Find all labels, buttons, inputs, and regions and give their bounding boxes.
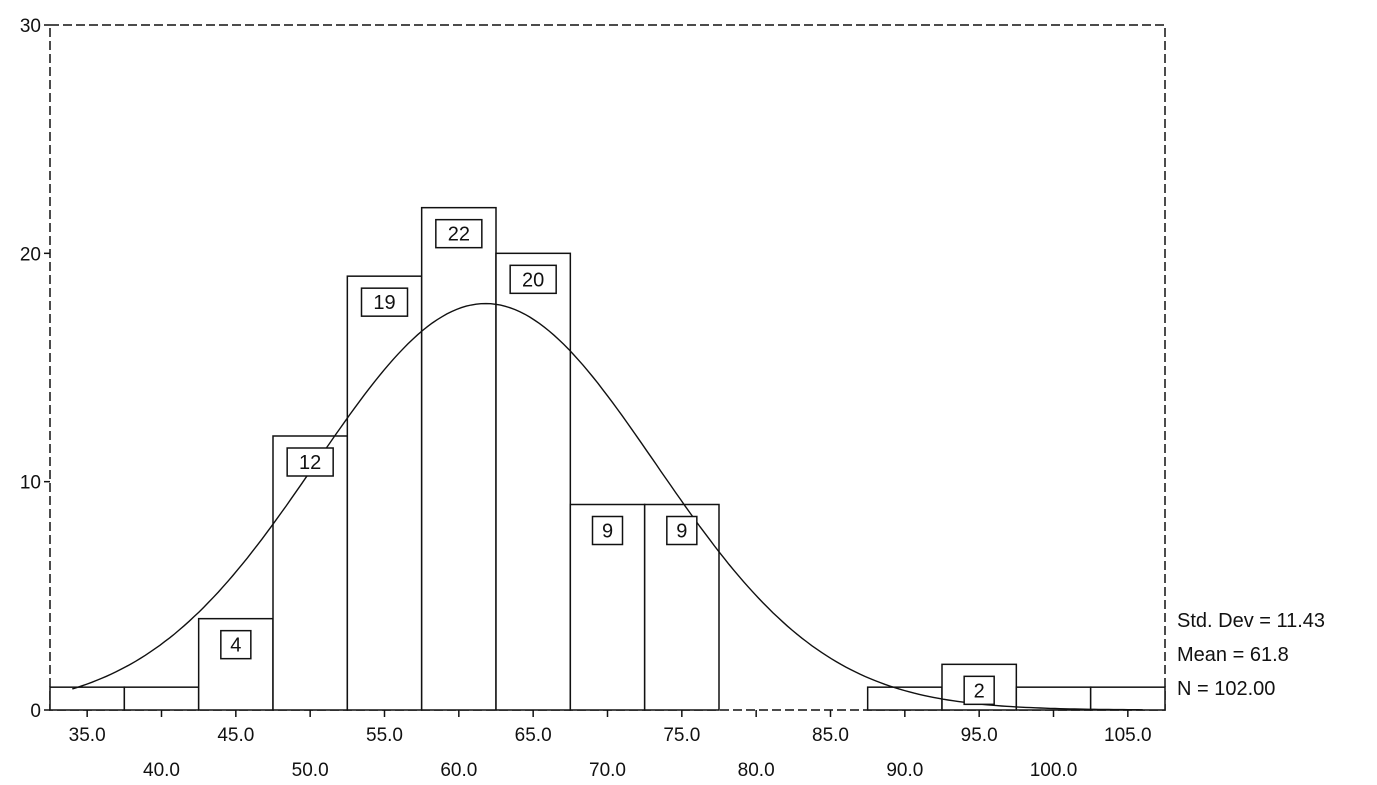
x-axis: 35.0 40.0 45.0 50.0 55.0 60.0 65.0 70.0 75.0 80.0… <box>69 710 1152 781</box>
bar-label-box <box>591 515 624 546</box>
bar-label: 2 <box>974 680 985 702</box>
x-tick-label: 75.0 <box>663 725 700 746</box>
bar-label: 19 <box>373 292 395 314</box>
bar-label: 22 <box>448 224 470 246</box>
x-tick-label: 65.0 <box>515 725 552 746</box>
histogram-bar <box>1015 686 1092 711</box>
bar-label-box <box>435 218 483 249</box>
histogram-bar <box>272 435 349 711</box>
summary-statistics: Std. Dev = 11.43 Mean = 61.8 N = 102.00 <box>1177 604 1325 706</box>
x-tick-label: 70.0 <box>589 760 626 781</box>
x-tick-label: 40.0 <box>143 760 180 781</box>
x-tick-label: 85.0 <box>812 725 849 746</box>
bar-label-box <box>220 629 252 660</box>
bar-label-box <box>360 287 409 317</box>
bar-count-labels: 4 12 19 22 20 9 9 2 <box>220 218 995 706</box>
bar-label: 4 <box>230 635 241 657</box>
x-tick-label: 90.0 <box>886 760 923 781</box>
bar-label-box <box>666 515 698 546</box>
histogram-bar <box>1089 686 1166 711</box>
n-label: N = 102.00 <box>1177 678 1276 700</box>
histogram-bar <box>495 252 572 711</box>
std-dev-label: Std. Dev = 11.43 <box>1177 610 1326 632</box>
histogram-bar <box>420 206 497 711</box>
bar-label: 9 <box>602 521 613 543</box>
y-tick-label: 20 <box>20 244 41 265</box>
histogram-bars <box>49 206 1166 711</box>
histogram-bar <box>346 275 423 711</box>
x-tick-label: 55.0 <box>366 725 403 746</box>
y-tick-label: 10 <box>20 473 41 494</box>
x-tick-label: 35.0 <box>69 725 106 746</box>
x-tick-label: 95.0 <box>961 725 998 746</box>
x-tick-label: 100.0 <box>1030 760 1078 781</box>
bar-label-box <box>509 264 557 295</box>
bar-label: 9 <box>676 521 687 543</box>
y-tick-label: 30 <box>20 16 41 37</box>
y-tick-label: 0 <box>30 701 41 722</box>
x-tick-label: 105.0 <box>1104 725 1152 746</box>
x-tick-label: 45.0 <box>217 725 254 746</box>
mean-label: Mean = 61.8 <box>1177 644 1289 666</box>
bar-label: 20 <box>522 269 544 291</box>
histogram-bar <box>123 686 200 711</box>
bar-label-box <box>286 447 334 477</box>
x-tick-label: 80.0 <box>738 760 775 781</box>
x-tick-label: 60.0 <box>440 760 477 781</box>
x-tick-label: 50.0 <box>292 760 329 781</box>
bar-label: 12 <box>299 452 321 474</box>
y-axis: 0 10 20 30 <box>20 16 50 722</box>
histogram-bar <box>49 686 126 711</box>
bar-label-box <box>963 675 995 706</box>
